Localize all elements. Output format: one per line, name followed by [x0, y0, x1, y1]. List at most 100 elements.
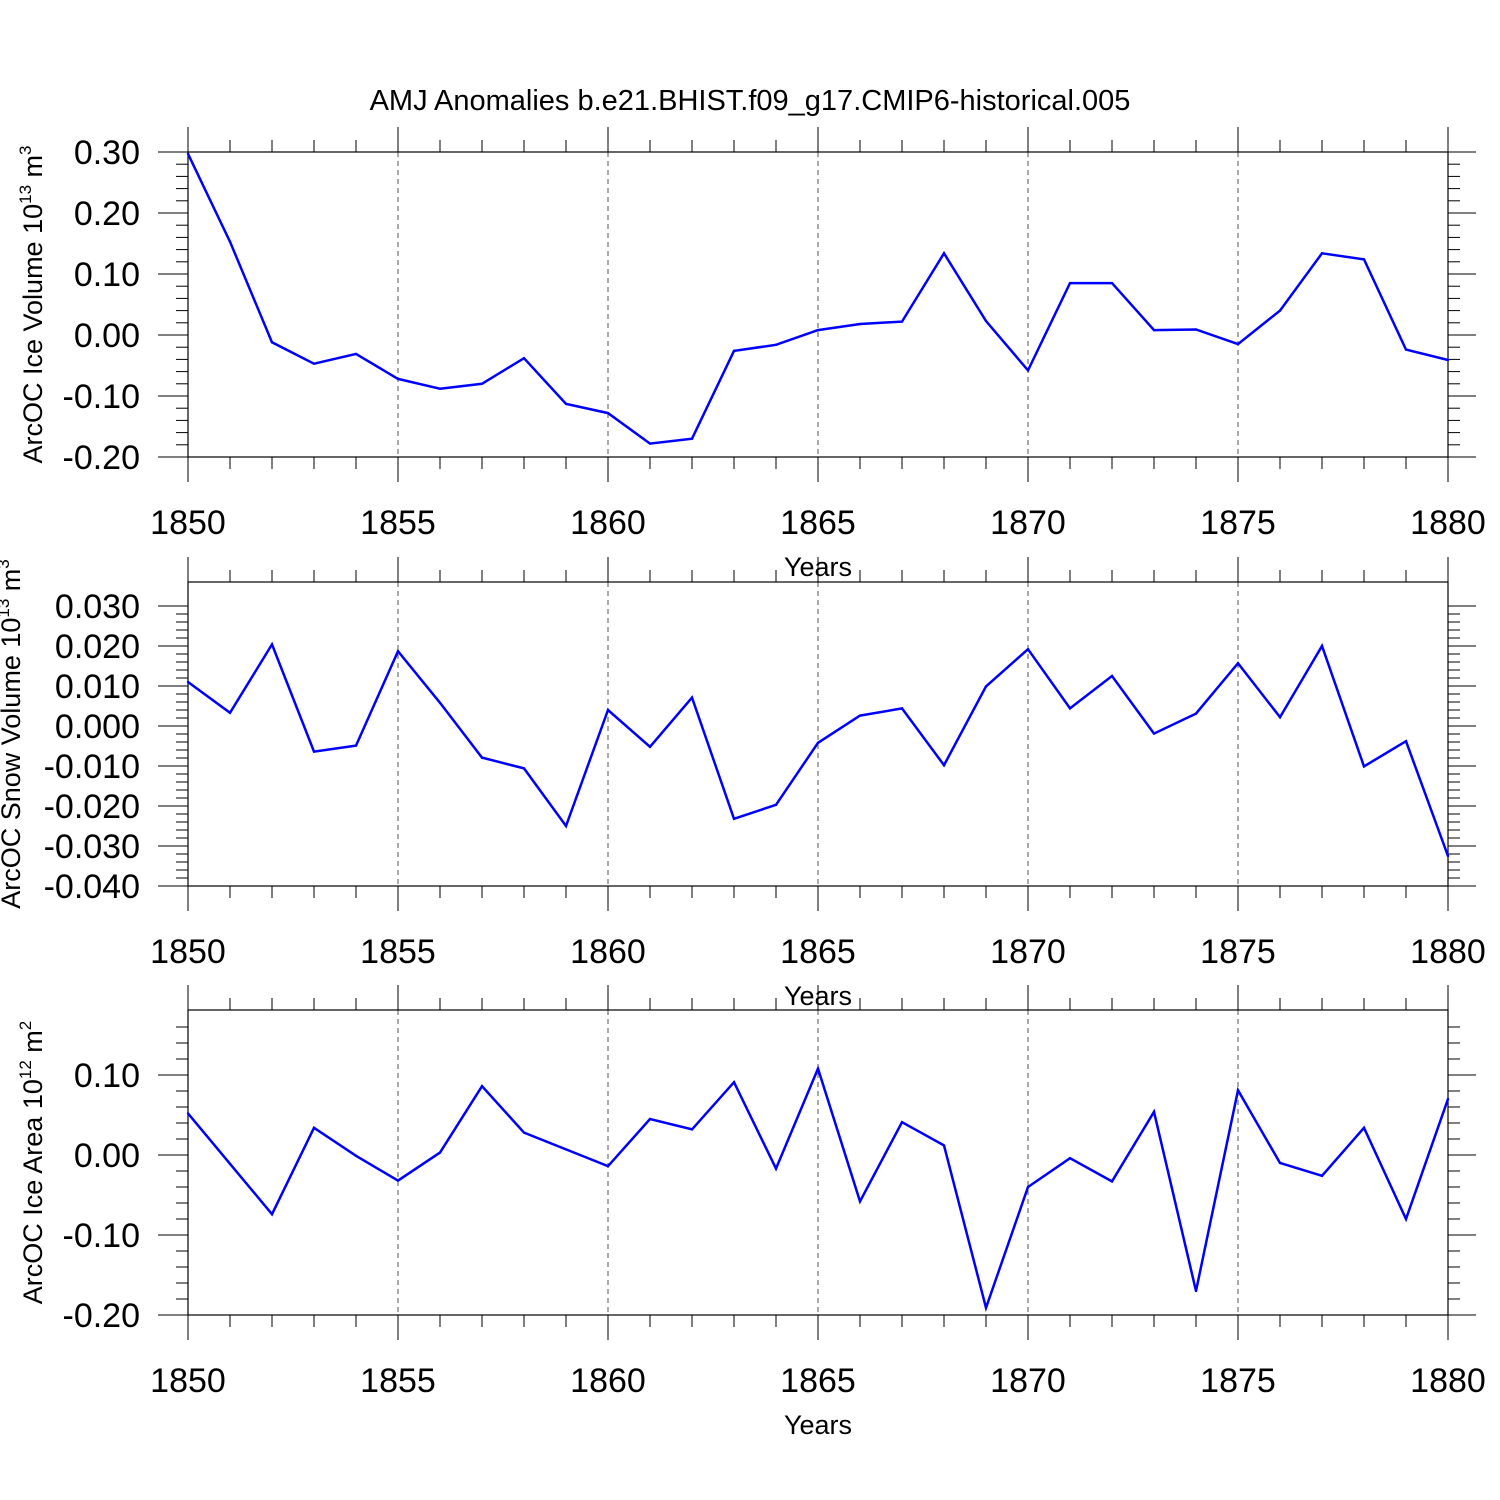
y-tick-label: 0.000	[55, 708, 140, 746]
data-point	[186, 152, 190, 156]
data-point	[1278, 309, 1282, 312]
y-axis-title: ArcOC Ice Area 1012 m2	[16, 1021, 48, 1305]
data-point	[1362, 258, 1366, 261]
data-point	[1068, 707, 1072, 710]
data-point	[732, 349, 736, 353]
data-point	[1026, 648, 1030, 651]
x-tick-label: 1880	[1410, 1362, 1486, 1400]
data-point	[1068, 281, 1072, 285]
data-point	[1446, 1097, 1450, 1101]
snow-volume-panel: 0.0300.0200.0100.000-0.010-0.020-0.030-0…	[0, 557, 1486, 1011]
data-point	[690, 696, 694, 699]
data-point	[1404, 1217, 1408, 1221]
data-point	[858, 322, 862, 326]
data-point	[690, 1128, 694, 1131]
data-point	[564, 402, 568, 406]
data-point	[270, 341, 274, 344]
data-point	[690, 437, 694, 440]
x-tick-label: 1880	[1410, 933, 1486, 971]
data-point	[774, 1167, 778, 1170]
x-tick-label: 1860	[570, 933, 646, 971]
data-point	[396, 650, 400, 653]
data-point	[564, 824, 568, 828]
data-point	[354, 1154, 358, 1158]
data-point	[984, 685, 988, 688]
data-point	[1110, 1180, 1114, 1183]
y-tick-label: 0.30	[74, 134, 140, 172]
data-point	[438, 387, 442, 390]
data-point	[984, 1306, 988, 1310]
y-tick-label: 0.020	[55, 628, 140, 666]
data-point	[774, 343, 778, 346]
x-tick-label: 1865	[780, 504, 856, 542]
data-point	[186, 680, 190, 684]
data-point	[1110, 281, 1114, 285]
data-point	[900, 320, 904, 323]
data-point	[480, 382, 484, 385]
data-point	[1194, 1289, 1198, 1293]
data-point	[480, 756, 484, 759]
x-tick-label: 1855	[360, 933, 436, 971]
data-point	[1278, 716, 1282, 719]
x-tick-label: 1855	[360, 1362, 436, 1400]
data-point	[354, 352, 358, 356]
x-tick-label: 1850	[150, 504, 226, 542]
y-axis-title: ArcOC Snow Volume 1013 m3	[0, 559, 26, 909]
y-tick-label: 0.20	[74, 195, 140, 233]
data-point	[1446, 854, 1450, 858]
data-point	[522, 1131, 526, 1134]
data-point	[480, 1085, 484, 1088]
data-point	[1194, 328, 1198, 331]
data-point	[1068, 1157, 1072, 1160]
data-point	[312, 750, 316, 753]
data-point	[270, 643, 274, 646]
x-axis-title: Years	[784, 1410, 852, 1440]
data-point	[606, 708, 610, 712]
data-point	[1320, 252, 1324, 255]
y-tick-label: 0.10	[74, 1057, 140, 1095]
data-point	[648, 1117, 652, 1121]
x-tick-label: 1860	[570, 504, 646, 542]
data-point	[774, 803, 778, 806]
y-tick-label: 0.030	[55, 588, 140, 626]
data-point	[858, 714, 862, 717]
data-point	[1362, 765, 1366, 768]
data-point	[228, 711, 232, 714]
x-tick-label: 1865	[780, 1362, 856, 1400]
y-tick-label: -0.10	[63, 1217, 141, 1255]
y-axis-title: ArcOC Ice Volume 1013 m3	[16, 145, 48, 463]
data-point	[1110, 674, 1114, 678]
data-point	[900, 1121, 904, 1124]
data-point	[228, 1162, 232, 1166]
x-tick-label: 1875	[1200, 933, 1276, 971]
data-point	[606, 411, 610, 415]
y-tick-label: -0.010	[44, 748, 140, 786]
x-tick-label: 1860	[570, 1362, 646, 1400]
data-point	[1236, 342, 1240, 346]
data-point	[1152, 328, 1156, 332]
data-point	[1236, 662, 1240, 665]
data-point	[438, 1151, 442, 1154]
data-point	[648, 442, 652, 445]
data-point	[1194, 712, 1198, 715]
y-tick-label: -0.020	[44, 788, 140, 826]
data-point	[1152, 732, 1156, 735]
data-point	[564, 1148, 568, 1151]
data-point	[1404, 740, 1408, 743]
x-tick-label: 1870	[990, 504, 1066, 542]
y-tick-label: -0.20	[63, 439, 141, 477]
y-tick-label: -0.030	[44, 828, 140, 866]
data-point	[1320, 1174, 1324, 1178]
data-point	[312, 362, 316, 365]
data-point	[270, 1213, 274, 1216]
data-point	[312, 1126, 316, 1130]
data-point	[228, 240, 232, 243]
data-point	[942, 764, 946, 767]
data-point	[438, 701, 442, 704]
y-tick-label: 0.010	[55, 668, 140, 706]
y-tick-label: -0.10	[63, 378, 141, 416]
data-point	[900, 707, 904, 710]
data-point	[816, 328, 820, 332]
